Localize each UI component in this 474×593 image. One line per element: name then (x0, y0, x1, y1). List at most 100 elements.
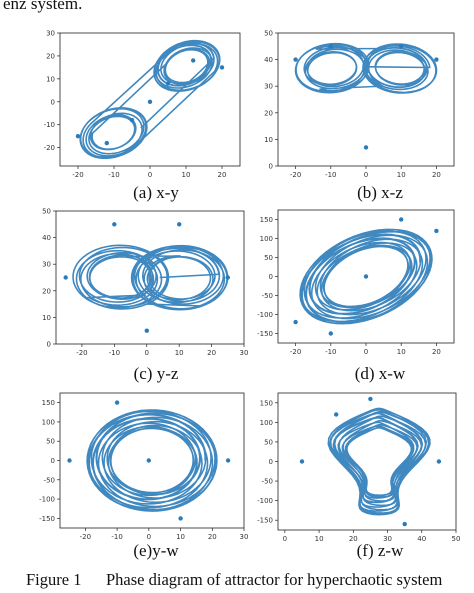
y-tick-label: 20 (264, 109, 273, 117)
subcaption-e: (e)y-w (133, 541, 179, 560)
x-tick-label: 20 (218, 171, 227, 179)
subcaption-b: (b) x-z (357, 183, 403, 202)
attractor-trace (72, 244, 229, 311)
x-tick-label: -20 (290, 171, 301, 179)
x-tick-label: 30 (240, 349, 249, 357)
x-tick-label: 50 (452, 535, 461, 543)
x-tick-label: -10 (111, 533, 122, 541)
x-tick-label: 0 (148, 171, 152, 179)
y-tick-label: 150 (42, 399, 55, 407)
attractor-trace (327, 407, 431, 516)
y-tick-label: 50 (42, 208, 51, 216)
x-tick-label: 10 (397, 171, 406, 179)
data-point (399, 44, 404, 49)
y-tick-label: 30 (264, 83, 273, 91)
data-point (63, 275, 68, 280)
x-tick-label: 0 (145, 349, 149, 357)
x-tick-label: 20 (208, 533, 217, 541)
data-point (328, 44, 333, 49)
data-point (165, 81, 171, 86)
x-tick-label: -10 (325, 348, 336, 356)
x-tick-label: -10 (325, 171, 336, 179)
y-tick-label: 100 (260, 235, 273, 243)
data-point (334, 412, 339, 417)
y-tick-label: 10 (42, 314, 51, 322)
y-tick-label: 150 (260, 399, 273, 407)
y-tick-label: -150 (39, 515, 55, 523)
data-point (399, 217, 404, 222)
x-tick-label: 20 (432, 348, 441, 356)
x-tick-label: 10 (175, 349, 184, 357)
x-tick-label: 10 (397, 348, 406, 356)
data-point (219, 65, 225, 70)
x-tick-label: 30 (240, 533, 249, 541)
data-point (144, 328, 149, 333)
figure-caption-text: Phase diagram of attractor for hyperchao… (106, 570, 443, 589)
attractor-trace (294, 42, 438, 94)
y-tick-label: 10 (46, 75, 55, 83)
data-point (363, 145, 369, 150)
attractor-trace (86, 409, 218, 512)
figure-label: Figure 1 (26, 570, 82, 589)
x-tick-label: 40 (417, 535, 426, 543)
y-tick-label: 30 (46, 30, 55, 38)
y-tick-label: 50 (46, 438, 55, 446)
y-tick-label: -10 (44, 121, 55, 129)
subcaption-a: (a) x-y (133, 183, 179, 202)
x-tick-label: -20 (76, 349, 87, 357)
y-tick-label: -50 (44, 476, 55, 484)
y-tick-label: -100 (257, 311, 273, 319)
chart-f: 0 10 20 30 40 50 150 100 50 0 -50 -100 -150 (257, 392, 461, 543)
data-point (434, 228, 439, 234)
data-point (299, 459, 305, 464)
data-point (177, 222, 182, 227)
data-point (436, 459, 442, 464)
y-tick-label: 0 (269, 273, 273, 281)
data-point (104, 140, 110, 146)
data-point (434, 57, 439, 62)
data-point (112, 222, 117, 227)
subcaption-c: (c) y-z (133, 364, 179, 383)
y-tick-label: 50 (264, 30, 273, 38)
data-point (146, 458, 151, 463)
y-tick-label: -150 (257, 330, 273, 338)
y-tick-label: -20 (44, 144, 55, 152)
x-tick-label: 0 (283, 535, 287, 543)
x-tick-label: 10 (182, 171, 191, 179)
y-tick-label: -100 (257, 497, 273, 505)
data-point (191, 58, 196, 63)
data-point (147, 99, 153, 105)
y-tick-label: 50 (264, 254, 273, 262)
x-tick-label: 10 (315, 535, 324, 543)
y-tick-label: -100 (39, 496, 55, 504)
x-tick-label: -10 (108, 171, 119, 179)
y-tick-label: 20 (42, 287, 51, 295)
y-tick-label: -50 (262, 478, 273, 486)
y-tick-label: 100 (260, 419, 273, 427)
x-tick-label: -20 (80, 533, 91, 541)
chart-b: -20 -10 0 10 20 50 40 30 20 10 0 (264, 30, 455, 179)
data-point (67, 458, 72, 463)
data-point (225, 275, 230, 280)
header-fragment: enz system. (3, 0, 83, 13)
subcaption-f: (f) z-w (356, 541, 404, 560)
y-tick-label: 40 (264, 56, 273, 64)
data-point (293, 319, 298, 325)
data-point (368, 396, 373, 402)
y-tick-label: 0 (51, 457, 55, 465)
attractor-trace (299, 228, 433, 325)
x-tick-label: -20 (72, 171, 83, 179)
data-point (114, 400, 120, 405)
y-tick-label: -50 (262, 292, 273, 300)
data-point (75, 134, 81, 139)
y-tick-label: -150 (257, 517, 273, 525)
x-tick-label: 0 (364, 348, 368, 356)
attractor-trace (79, 39, 221, 160)
x-tick-label: 10 (176, 533, 185, 541)
x-tick-label: 20 (349, 535, 358, 543)
y-tick-label: 0 (51, 98, 55, 106)
data-point (328, 331, 333, 336)
